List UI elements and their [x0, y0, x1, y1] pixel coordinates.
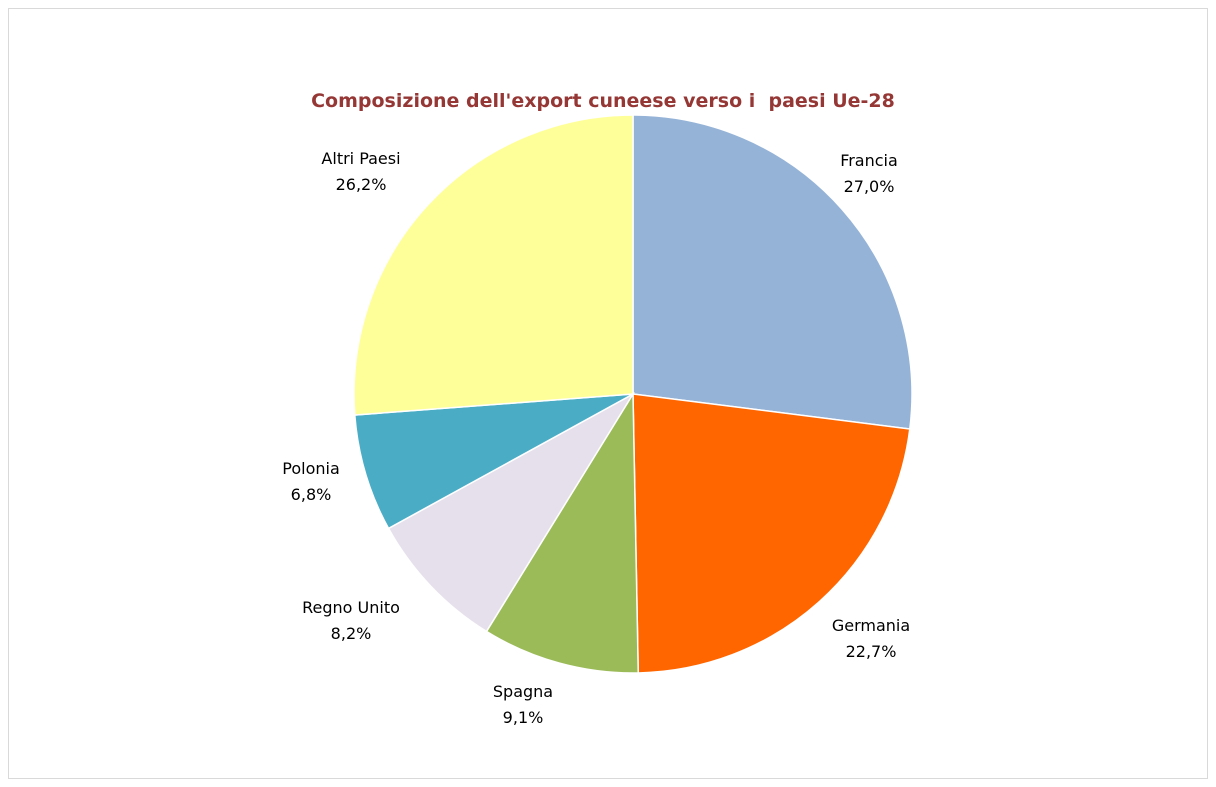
chart-frame: Composizione dell'export cuneese verso i…: [8, 8, 1208, 779]
slice-label-value-spagna: 9,1%: [503, 708, 544, 727]
pie-slice-francia: [632, 114, 913, 430]
slice-label-name-spagna: Spagna: [493, 682, 553, 701]
pie-slice-regno-unito: [387, 391, 636, 633]
pie-slice-germania: [632, 393, 911, 674]
slice-label-value-altri-paesi: 26,2%: [336, 175, 387, 194]
chart-title-line1: Composizione dell'export cuneese verso i…: [311, 90, 895, 112]
slice-label-value-germania: 22,7%: [846, 642, 897, 661]
slice-label-name-regno-unito: Regno Unito: [302, 598, 400, 617]
slice-label-value-francia: 27,0%: [844, 177, 895, 196]
slice-label-name-polonia: Polonia: [282, 459, 340, 478]
pie-slice-polonia: [353, 393, 634, 530]
slice-label-value-polonia: 6,8%: [291, 485, 332, 504]
pie-slice-altri-paesi: [353, 114, 634, 416]
pie-slice-spagna: [485, 391, 640, 674]
slice-label-name-altri-paesi: Altri Paesi: [321, 149, 400, 168]
pie-chart: Francia 27,0% Germania 22,7% Spagna 9,1% Regno…: [282, 114, 913, 727]
slice-label-value-regno-unito: 8,2%: [331, 624, 372, 643]
slice-label-name-francia: Francia: [840, 151, 898, 170]
slice-label-name-germania: Germania: [832, 616, 910, 635]
